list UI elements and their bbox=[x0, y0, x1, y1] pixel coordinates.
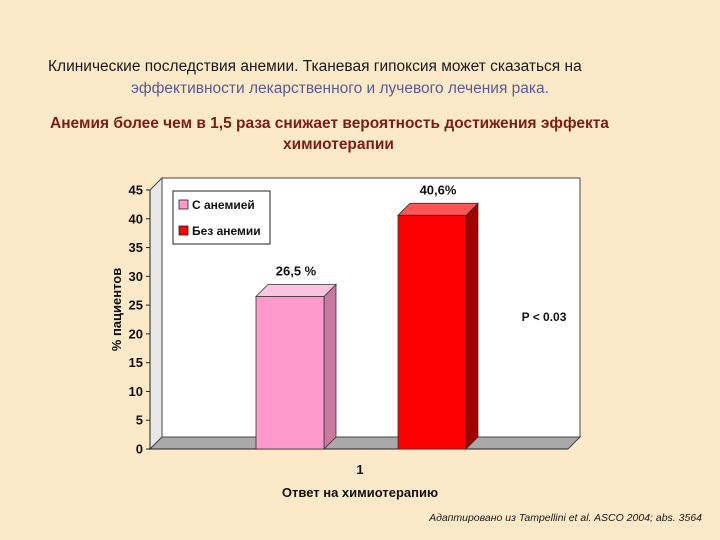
bar-without-anemia bbox=[397, 214, 467, 450]
bar-value-label: 40,6% bbox=[420, 182, 457, 197]
slide-subtitle: Анемия более чем в 1,5 раза снижает веро… bbox=[50, 113, 710, 155]
source-credit: Адаптировано из Tampellini et al. ASCO 2… bbox=[429, 512, 702, 524]
y-tick-label: 35 bbox=[129, 240, 143, 255]
bar-top bbox=[397, 202, 479, 216]
legend-label: С анемией bbox=[192, 198, 255, 212]
slide-title-line2: эффективности лекарственного и лучевого … bbox=[131, 80, 549, 97]
legend-label: Без анемии bbox=[192, 224, 261, 238]
x-category-label: 1 bbox=[356, 462, 363, 477]
y-tick-label: 40 bbox=[129, 211, 143, 226]
bar-top bbox=[255, 284, 337, 297]
y-tick-label: 5 bbox=[136, 413, 143, 428]
y-tick-label: 0 bbox=[136, 442, 143, 457]
legend-swatch bbox=[178, 225, 189, 236]
slide-subtitle-line2: химиотерапии bbox=[283, 136, 394, 153]
y-tick-label: 25 bbox=[129, 298, 143, 313]
y-tick-label: 15 bbox=[129, 355, 143, 370]
bar-side bbox=[323, 283, 337, 450]
slide-title-line1: Клинические последствия анемии. Тканевая… bbox=[48, 58, 582, 75]
y-tick-label: 20 bbox=[129, 326, 143, 341]
bar-side bbox=[465, 202, 479, 450]
y-tick-label: 10 bbox=[129, 384, 143, 399]
legend-swatch bbox=[178, 199, 189, 210]
y-axis-title: % пациентов bbox=[109, 268, 124, 351]
slide-subtitle-line1: Анемия более чем в 1,5 раза снижает веро… bbox=[50, 115, 609, 132]
bar-with-anemia bbox=[255, 296, 325, 450]
plot-side-wall bbox=[149, 176, 163, 451]
bar-value-label: 26,5 % bbox=[276, 263, 317, 278]
p-value-annotation: P < 0.03 bbox=[522, 310, 567, 324]
plot-floor bbox=[148, 436, 582, 450]
legend-box bbox=[172, 190, 271, 245]
slide-title: Клинические последствия анемии. Тканевая… bbox=[48, 56, 688, 100]
y-tick-label: 30 bbox=[129, 269, 143, 284]
y-tick-label: 45 bbox=[129, 183, 143, 198]
x-axis-title: Ответ на химиотерапию bbox=[282, 485, 438, 500]
